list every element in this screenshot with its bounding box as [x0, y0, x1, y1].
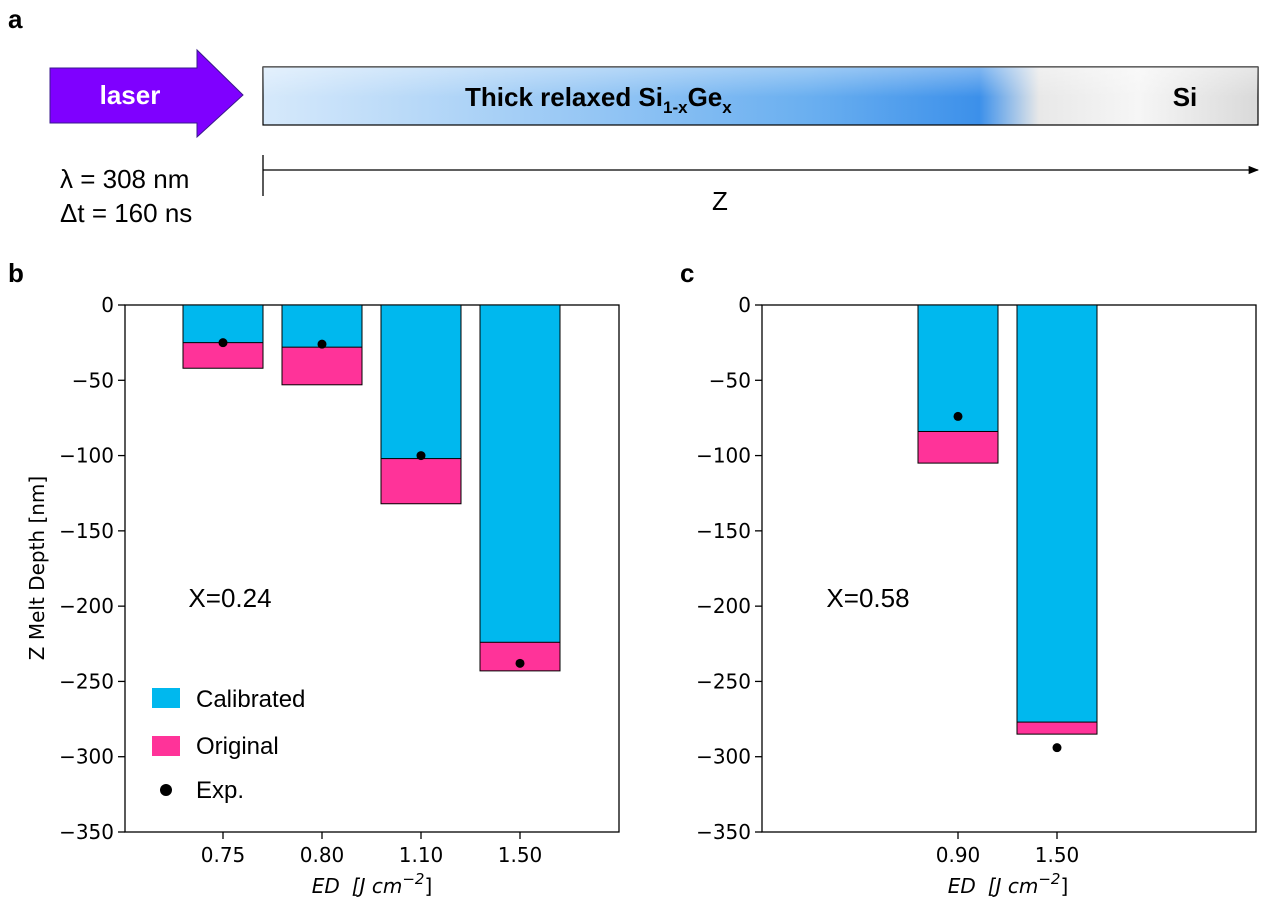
- y-tick-label: −100: [59, 444, 114, 468]
- x-axis-c: 0.90 1.50: [936, 832, 1080, 867]
- exp-point: [416, 451, 426, 461]
- bar-calibrated: [479, 304, 561, 643]
- legend-label-exp: Exp.: [196, 777, 244, 804]
- legend-item-original: Original: [152, 733, 279, 760]
- composition-annotation-b: X=0.24: [188, 583, 271, 613]
- bars-b: [182, 304, 561, 672]
- x-tick-label: 1.10: [399, 843, 444, 867]
- composition-annotation-c: X=0.58: [826, 583, 909, 613]
- y-axis-title-b: Z Melt Depth [nm]: [25, 476, 49, 660]
- y-tick-label: −300: [59, 745, 114, 769]
- x-tick-label: 1.50: [498, 843, 543, 867]
- x-tick-label: 1.50: [1035, 843, 1080, 867]
- legend-swatch-original: [152, 736, 180, 756]
- wavelength-label: λ = 308 nm: [60, 164, 189, 194]
- y-tick-label: −100: [696, 444, 751, 468]
- y-tick-label: −150: [59, 519, 114, 543]
- x-axis-title-c: ED [J cm−2]: [948, 870, 1069, 898]
- laser-arrow: [49, 48, 244, 139]
- y-tick-label: −150: [696, 519, 751, 543]
- legend-swatch-calibrated: [152, 688, 180, 708]
- bar-calibrated: [917, 304, 999, 432]
- exp-point: [218, 338, 228, 348]
- exp-point: [515, 658, 525, 668]
- bar-calibrated: [1016, 304, 1098, 723]
- y-tick-label: 0: [101, 293, 114, 317]
- y-tick-label: 0: [738, 293, 751, 317]
- layer-highlight: [263, 67, 1258, 97]
- x-tick-label: 0.75: [201, 843, 246, 867]
- panel-a: a laser Thick relaxed Si1-xGex Si Z λ = …: [8, 4, 1260, 228]
- y-tick-label: −350: [59, 820, 114, 844]
- si-layer-label: Si: [1173, 82, 1198, 112]
- bars-c: [917, 304, 1098, 753]
- panel-c: c 0−50−100−150−200−250−300−350 0.90 1.50 …: [680, 258, 1257, 898]
- laser-label: laser: [100, 80, 161, 110]
- panel-c-letter: c: [680, 258, 694, 288]
- y-axis-b: 0 −50 −100 −150 −200 −250 −300 −350: [59, 293, 125, 844]
- legend-b: Calibrated Original Exp.: [152, 686, 305, 804]
- y-tick-label: −300: [696, 745, 751, 769]
- y-tick-label: −200: [59, 594, 114, 618]
- y-tick-label: −350: [696, 820, 751, 844]
- panel-b: b 0 −50 −100 −150 −200 −250 −300 −350 0.75 0.80 1…: [8, 258, 620, 898]
- plot-frame-b: [124, 304, 620, 833]
- exp-point: [953, 411, 963, 421]
- x-axis-title-b: ED [J cm−2]: [312, 870, 433, 898]
- exp-point: [1052, 743, 1062, 753]
- legend-marker-exp: [160, 784, 172, 796]
- legend-label-calibrated: Calibrated: [196, 686, 305, 713]
- pulse-duration-label: Δt = 160 ns: [60, 198, 192, 228]
- bar-calibrated: [380, 304, 462, 460]
- plot-frame-c: [761, 304, 1257, 833]
- z-axis-label: Z: [712, 186, 728, 216]
- legend-item-exp: Exp.: [160, 777, 244, 804]
- y-axis-c: 0 −50 −100 −150 −200 −250 −300 −350: [696, 293, 762, 844]
- legend-label-original: Original: [196, 733, 279, 760]
- x-tick-label: 0.80: [300, 843, 345, 867]
- y-tick-label: −250: [696, 669, 751, 693]
- exp-point: [317, 339, 327, 349]
- x-tick-label: 0.90: [936, 843, 981, 867]
- x-axis-b: 0.75 0.80 1.10 1.50: [201, 832, 543, 867]
- legend-item-calibrated: Calibrated: [152, 686, 305, 713]
- y-tick-label: −250: [59, 669, 114, 693]
- layer-main-label: Thick relaxed Si1-xGex: [465, 82, 732, 117]
- y-tick-label: −200: [696, 594, 751, 618]
- y-tick-label: −50: [72, 368, 114, 392]
- panel-a-letter: a: [8, 4, 23, 34]
- panel-b-letter: b: [8, 258, 24, 288]
- bar-calibrated: [182, 304, 264, 344]
- y-tick-label: −50: [709, 368, 751, 392]
